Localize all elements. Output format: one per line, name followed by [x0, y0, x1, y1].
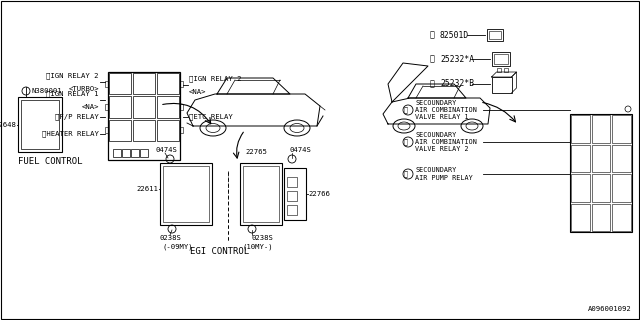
Bar: [105, 104, 108, 110]
Text: 22766: 22766: [308, 191, 330, 197]
Bar: [109, 96, 131, 118]
Text: ①: ①: [430, 30, 435, 39]
Text: 22611: 22611: [136, 186, 158, 192]
Bar: [163, 166, 209, 222]
Bar: [140, 149, 148, 157]
Bar: [157, 96, 179, 118]
Bar: [612, 204, 631, 231]
Bar: [109, 73, 131, 94]
Bar: [284, 168, 306, 220]
Bar: [105, 81, 108, 87]
Bar: [133, 120, 155, 141]
Bar: [591, 174, 611, 202]
Bar: [591, 204, 611, 231]
Text: <NA>: <NA>: [81, 104, 99, 110]
Text: 25232*A: 25232*A: [440, 54, 474, 63]
Ellipse shape: [461, 119, 483, 133]
Text: <TURBO>: <TURBO>: [68, 86, 99, 92]
Text: A096001092: A096001092: [588, 306, 632, 312]
Bar: [492, 77, 511, 93]
Text: ①HEATER RELAY: ①HEATER RELAY: [42, 131, 99, 137]
Text: ②: ②: [430, 54, 435, 63]
Bar: [113, 149, 121, 157]
Bar: [487, 29, 503, 41]
Bar: [133, 73, 155, 94]
Bar: [180, 81, 183, 87]
Text: (-09MY): (-09MY): [162, 243, 193, 250]
Bar: [571, 204, 589, 231]
Bar: [612, 174, 631, 202]
Text: ③: ③: [404, 171, 408, 177]
Bar: [105, 127, 108, 133]
Bar: [287, 177, 297, 187]
Bar: [21, 100, 59, 149]
Text: SECOUNDARY
AIR COMBINATION
VALVE RELAY 2: SECOUNDARY AIR COMBINATION VALVE RELAY 2: [415, 132, 477, 152]
Text: ①F/P RELAY: ①F/P RELAY: [55, 114, 99, 120]
Text: ②IGN RELAY 2: ②IGN RELAY 2: [189, 76, 241, 82]
Bar: [612, 145, 631, 172]
Bar: [571, 115, 589, 142]
Bar: [570, 114, 632, 232]
Bar: [571, 174, 589, 202]
Bar: [180, 127, 183, 133]
Bar: [109, 120, 131, 141]
Ellipse shape: [284, 120, 310, 136]
Bar: [180, 104, 183, 110]
Bar: [160, 163, 212, 225]
Text: EGI CONTROL: EGI CONTROL: [191, 247, 250, 257]
Text: ①: ①: [404, 107, 408, 113]
Bar: [591, 145, 611, 172]
Bar: [504, 68, 508, 72]
Text: 0238S: 0238S: [252, 235, 274, 241]
Bar: [287, 191, 297, 201]
Bar: [18, 97, 62, 152]
Bar: [133, 96, 155, 118]
Text: 0474S: 0474S: [290, 147, 312, 153]
Bar: [157, 73, 179, 94]
Bar: [489, 31, 501, 39]
Text: 25232*B: 25232*B: [440, 79, 474, 89]
Bar: [612, 115, 631, 142]
Bar: [108, 72, 180, 160]
Bar: [122, 149, 130, 157]
Bar: [157, 120, 179, 141]
Bar: [571, 145, 589, 172]
Text: SECOUNDARY
AIR PUMP RELAY: SECOUNDARY AIR PUMP RELAY: [415, 167, 473, 180]
Bar: [287, 205, 297, 215]
Text: ②IGN RELAY 1: ②IGN RELAY 1: [47, 90, 99, 97]
Bar: [497, 68, 500, 72]
Text: ③: ③: [430, 79, 435, 89]
Bar: [493, 54, 508, 64]
Text: ①ETC RELAY: ①ETC RELAY: [189, 114, 233, 120]
Text: (10MY-): (10MY-): [242, 243, 273, 250]
Text: ①: ①: [404, 139, 408, 145]
Text: N380001: N380001: [32, 88, 63, 94]
Bar: [243, 166, 279, 222]
Bar: [240, 163, 282, 225]
Text: 22765: 22765: [245, 149, 267, 155]
Text: ③IGN RELAY 2: ③IGN RELAY 2: [47, 72, 99, 79]
Bar: [492, 52, 509, 66]
Text: SECOUNDARY
AIR COMBINATION
VALVE RELAY 1: SECOUNDARY AIR COMBINATION VALVE RELAY 1: [415, 100, 477, 120]
Text: 0474S: 0474S: [155, 147, 177, 153]
Text: 0238S: 0238S: [160, 235, 182, 241]
Ellipse shape: [393, 119, 415, 133]
Bar: [591, 115, 611, 142]
Ellipse shape: [200, 120, 226, 136]
Text: 82501D: 82501D: [440, 30, 469, 39]
Text: <NA>: <NA>: [189, 89, 207, 95]
Text: 22648: 22648: [0, 122, 16, 128]
Text: FUEL CONTROL: FUEL CONTROL: [18, 157, 83, 166]
Bar: [131, 149, 139, 157]
